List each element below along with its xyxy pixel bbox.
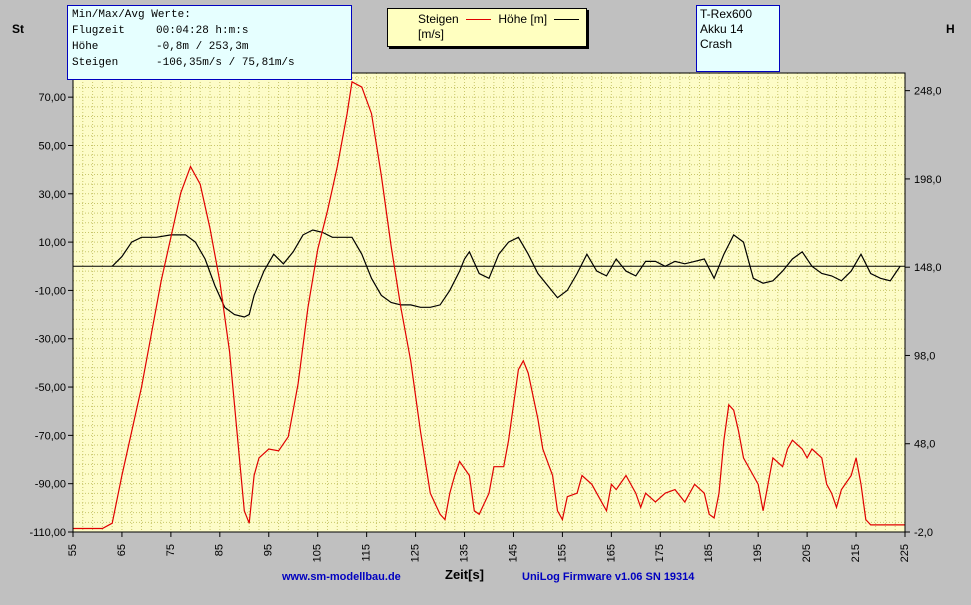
series-lines	[73, 80, 905, 530]
stats-box: Min/Max/Avg Werte: Flugzeit 00:04:28 h:m:…	[67, 5, 352, 80]
stats-heading: Min/Max/Avg Werte:	[72, 9, 191, 21]
axis-ticks: 55 65 75 85 95 105 115 125 135 145 155 165 175 185 195…	[30, 86, 942, 563]
x-tick-label: 165	[605, 544, 617, 562]
x-tick-label: 175	[654, 544, 666, 562]
stats-label: Flugzeit	[72, 25, 125, 37]
x-tick-label: 155	[556, 544, 568, 562]
y-right-tick-label: 48,0	[914, 439, 935, 451]
x-tick-label: 225	[899, 544, 911, 562]
y-right-tick-label: 198,0	[914, 174, 942, 186]
x-tick-label: 65	[116, 544, 128, 556]
stats-label: Höhe	[72, 41, 99, 53]
y-left-tick-label: -110,00	[30, 527, 67, 539]
x-axis-label: Zeit[s]	[445, 567, 484, 582]
legend-unit: [m/s]	[418, 27, 444, 41]
stats-value: -0,8m / 253,3m	[156, 41, 249, 53]
y-left-tick-label: -70,00	[35, 430, 66, 442]
info-box: T-Rex600 Akku 14 Crash	[696, 5, 780, 72]
legend-steigen-label: Steigen	[418, 12, 459, 26]
x-tick-label: 115	[361, 544, 373, 562]
x-tick-label: 205	[801, 544, 813, 562]
legend: Steigen Höhe [m] [m/s]	[387, 8, 587, 47]
plot-area	[73, 73, 905, 532]
x-tick-label: 215	[850, 544, 862, 562]
x-tick-label: 85	[214, 544, 226, 556]
plot-frame	[72, 72, 906, 533]
y-left-tick-label: -90,00	[35, 479, 66, 491]
stats-row: Flugzeit 00:04:28 h:m:s	[72, 23, 347, 39]
legend-hoehe-label: Höhe [m]	[498, 12, 548, 26]
right-axis-title: H	[946, 22, 955, 36]
x-tick-label: 75	[165, 544, 177, 556]
x-tick-label: 145	[507, 544, 519, 562]
x-tick-label: 195	[752, 544, 764, 562]
x-tick-label: 55	[67, 544, 79, 556]
info-model: T-Rex600	[700, 7, 753, 21]
y-left-tick-label: 50,00	[38, 140, 66, 152]
y-right-tick-label: 248,0	[914, 86, 942, 98]
x-tick-label: 185	[703, 544, 715, 562]
legend-steigen-swatch	[466, 19, 492, 21]
y-left-tick-label: 70,00	[38, 92, 66, 104]
stats-value: 00:04:28 h:m:s	[156, 25, 249, 37]
series-line-hoehe	[73, 80, 905, 530]
info-status: Crash	[700, 37, 733, 51]
y-right-tick-label: -2,0	[914, 527, 933, 539]
x-tick-label: 135	[458, 544, 470, 562]
y-right-tick-label: 98,0	[914, 350, 935, 362]
footer-firmware: UniLog Firmware v1.06 SN 19314	[522, 571, 695, 583]
y-left-tick-label: -30,00	[35, 334, 66, 346]
info-battery: Akku 14	[700, 22, 744, 36]
x-tick-label: 105	[312, 544, 324, 562]
stats-row: Höhe -0,8m / 253,3m	[72, 39, 347, 55]
series-line-steigen	[111, 229, 901, 318]
x-tick-label: 125	[409, 544, 421, 562]
left-axis-title: St	[12, 22, 24, 36]
y-left-tick-label: -10,00	[35, 285, 66, 297]
y-left-tick-label: 10,00	[38, 237, 66, 249]
y-left-tick-label: 30,00	[38, 189, 66, 201]
stats-row: Steigen -106,35m/s / 75,81m/s	[72, 55, 347, 71]
x-tick-label: 95	[263, 544, 275, 556]
stats-value: -106,35m/s / 75,81m/s	[156, 57, 295, 69]
y-right-tick-label: 148,0	[914, 262, 942, 274]
legend-hoehe-swatch	[554, 19, 580, 21]
stats-label: Steigen	[72, 57, 119, 69]
grid	[72, 73, 906, 533]
y-left-tick-label: -50,00	[35, 382, 66, 394]
footer-website[interactable]: www.sm-modellbau.de	[282, 571, 401, 583]
